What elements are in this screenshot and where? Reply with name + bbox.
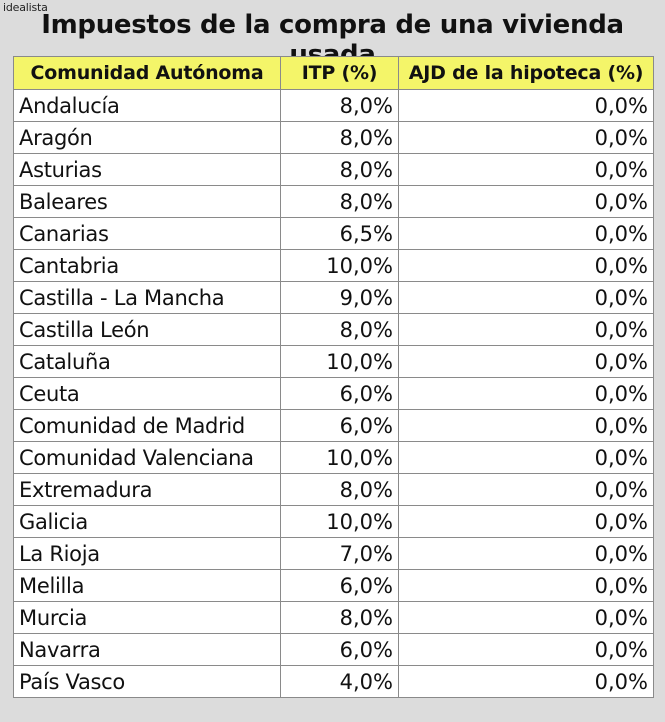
cell-region: Melilla: [13, 569, 281, 602]
cell-itp: 8,0%: [280, 153, 399, 186]
cell-itp: 8,0%: [280, 313, 399, 346]
table-row: Andalucía 8,0% 0,0%: [13, 89, 654, 122]
column-header-region: Comunidad Autónoma: [13, 56, 281, 90]
cell-region: Comunidad Valenciana: [13, 441, 281, 474]
cell-region: Extremadura: [13, 473, 281, 506]
table-row: Comunidad Valenciana 10,0% 0,0%: [13, 441, 654, 474]
cell-region: País Vasco: [13, 665, 281, 698]
cell-ajd: 0,0%: [398, 249, 654, 282]
tax-table: Comunidad Autónoma ITP (%) AJD de la hip…: [13, 56, 654, 698]
cell-itp: 10,0%: [280, 249, 399, 282]
cell-itp: 10,0%: [280, 505, 399, 538]
table-row: Cataluña 10,0% 0,0%: [13, 345, 654, 378]
cell-region: Castilla León: [13, 313, 281, 346]
table-row: Asturias 8,0% 0,0%: [13, 153, 654, 186]
cell-itp: 8,0%: [280, 473, 399, 506]
table-row: Melilla 6,0% 0,0%: [13, 569, 654, 602]
cell-ajd: 0,0%: [398, 153, 654, 186]
cell-region: Baleares: [13, 185, 281, 218]
table-row: Ceuta 6,0% 0,0%: [13, 377, 654, 410]
table-row: Aragón 8,0% 0,0%: [13, 121, 654, 154]
cell-region: La Rioja: [13, 537, 281, 570]
table-row: Extremadura 8,0% 0,0%: [13, 473, 654, 506]
cell-ajd: 0,0%: [398, 665, 654, 698]
cell-region: Aragón: [13, 121, 281, 154]
cell-region: Ceuta: [13, 377, 281, 410]
table-row: Murcia 8,0% 0,0%: [13, 601, 654, 634]
cell-ajd: 0,0%: [398, 121, 654, 154]
cell-region: Cantabria: [13, 249, 281, 282]
cell-ajd: 0,0%: [398, 409, 654, 442]
table-row: Baleares 8,0% 0,0%: [13, 185, 654, 218]
cell-itp: 4,0%: [280, 665, 399, 698]
tax-table-container: Comunidad Autónoma ITP (%) AJD de la hip…: [13, 56, 654, 698]
table-row: Cantabria 10,0% 0,0%: [13, 249, 654, 282]
cell-ajd: 0,0%: [398, 569, 654, 602]
cell-region: Castilla - La Mancha: [13, 281, 281, 314]
cell-ajd: 0,0%: [398, 505, 654, 538]
cell-itp: 8,0%: [280, 601, 399, 634]
cell-itp: 8,0%: [280, 185, 399, 218]
table-header-row: Comunidad Autónoma ITP (%) AJD de la hip…: [13, 56, 654, 90]
cell-ajd: 0,0%: [398, 217, 654, 250]
cell-ajd: 0,0%: [398, 473, 654, 506]
cell-region: Cataluña: [13, 345, 281, 378]
cell-itp: 6,5%: [280, 217, 399, 250]
cell-itp: 9,0%: [280, 281, 399, 314]
cell-region: Murcia: [13, 601, 281, 634]
table-row: Castilla - La Mancha 9,0% 0,0%: [13, 281, 654, 314]
cell-ajd: 0,0%: [398, 89, 654, 122]
cell-region: Andalucía: [13, 89, 281, 122]
table-row: Galicia 10,0% 0,0%: [13, 505, 654, 538]
table-body: Andalucía 8,0% 0,0% Aragón 8,0% 0,0% Asturias 8…: [13, 89, 654, 698]
cell-itp: 6,0%: [280, 633, 399, 666]
cell-itp: 8,0%: [280, 89, 399, 122]
table-row: Canarias 6,5% 0,0%: [13, 217, 654, 250]
table-row: Navarra 6,0% 0,0%: [13, 633, 654, 666]
cell-itp: 10,0%: [280, 441, 399, 474]
cell-ajd: 0,0%: [398, 441, 654, 474]
table-row: Castilla León 8,0% 0,0%: [13, 313, 654, 346]
cell-region: Galicia: [13, 505, 281, 538]
cell-itp: 6,0%: [280, 409, 399, 442]
cell-ajd: 0,0%: [398, 633, 654, 666]
table-row: Comunidad de Madrid 6,0% 0,0%: [13, 409, 654, 442]
cell-ajd: 0,0%: [398, 345, 654, 378]
brand-label: idealista: [3, 1, 48, 14]
column-header-itp: ITP (%): [280, 56, 399, 90]
cell-ajd: 0,0%: [398, 537, 654, 570]
cell-itp: 7,0%: [280, 537, 399, 570]
cell-region: Asturias: [13, 153, 281, 186]
table-row: La Rioja 7,0% 0,0%: [13, 537, 654, 570]
cell-ajd: 0,0%: [398, 377, 654, 410]
cell-itp: 6,0%: [280, 377, 399, 410]
cell-ajd: 0,0%: [398, 185, 654, 218]
cell-region: Navarra: [13, 633, 281, 666]
cell-ajd: 0,0%: [398, 601, 654, 634]
cell-region: Canarias: [13, 217, 281, 250]
cell-ajd: 0,0%: [398, 313, 654, 346]
column-header-ajd: AJD de la hipoteca (%): [398, 56, 654, 90]
cell-ajd: 0,0%: [398, 281, 654, 314]
cell-region: Comunidad de Madrid: [13, 409, 281, 442]
cell-itp: 10,0%: [280, 345, 399, 378]
cell-itp: 6,0%: [280, 569, 399, 602]
cell-itp: 8,0%: [280, 121, 399, 154]
table-row: País Vasco 4,0% 0,0%: [13, 665, 654, 698]
